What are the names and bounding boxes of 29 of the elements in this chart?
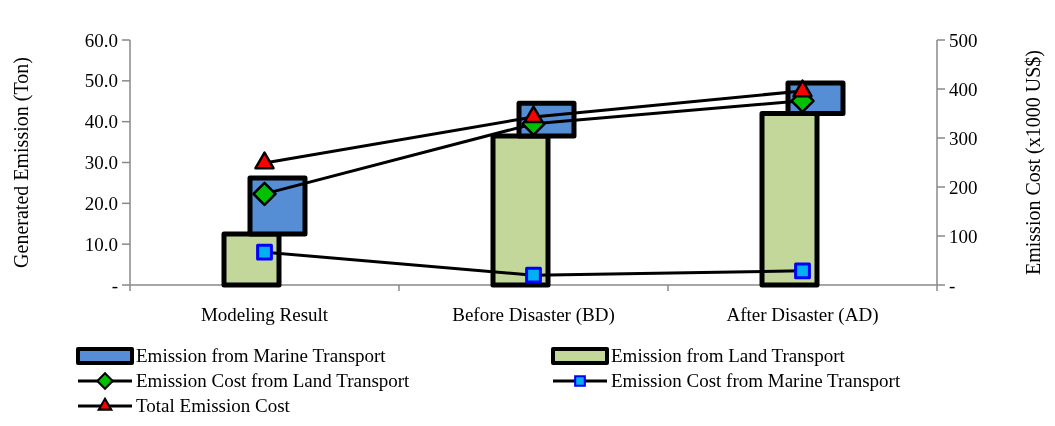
y2-tick-label: 500 — [949, 29, 978, 51]
y2-tick-label: 300 — [949, 127, 978, 149]
y2-tick-label: - — [949, 274, 956, 296]
y-tick-label: 10.0 — [84, 233, 118, 255]
legend-label: Emission Cost from Land Transport — [136, 370, 411, 391]
y-axis-title: Generated Emission (Ton) — [10, 57, 33, 268]
y2-axis-title: Emission Cost (x1000 US$) — [1022, 49, 1045, 276]
point — [525, 266, 542, 284]
x-tick-label: Modeling Result — [200, 304, 329, 325]
legend-label: Total Emission Cost — [136, 395, 291, 416]
legend-label: Emission Cost from Marine Transport — [611, 370, 901, 391]
point — [523, 105, 544, 124]
point — [792, 79, 813, 98]
point — [256, 243, 273, 261]
y-tick-label: 50.0 — [84, 70, 118, 92]
legend-label: Emission from Marine Transport — [136, 345, 387, 366]
y-tick-label: 20.0 — [84, 192, 118, 214]
y2-tick-label: 100 — [949, 225, 978, 247]
x-tick-label: Before Disaster (BD) — [452, 304, 615, 326]
legend-label: Emission from Land Transport — [611, 345, 846, 366]
y2-tick-label: 400 — [949, 78, 978, 100]
x-tick-label: After Disaster (AD) — [726, 304, 879, 326]
y-tick-label: 30.0 — [84, 152, 118, 174]
point — [794, 262, 811, 280]
y-tick-label: 40.0 — [84, 111, 118, 133]
y2-tick-label: 200 — [949, 176, 978, 198]
y-tick-label: - — [111, 274, 118, 296]
point — [254, 151, 275, 170]
y-tick-label: 60.0 — [84, 29, 118, 51]
